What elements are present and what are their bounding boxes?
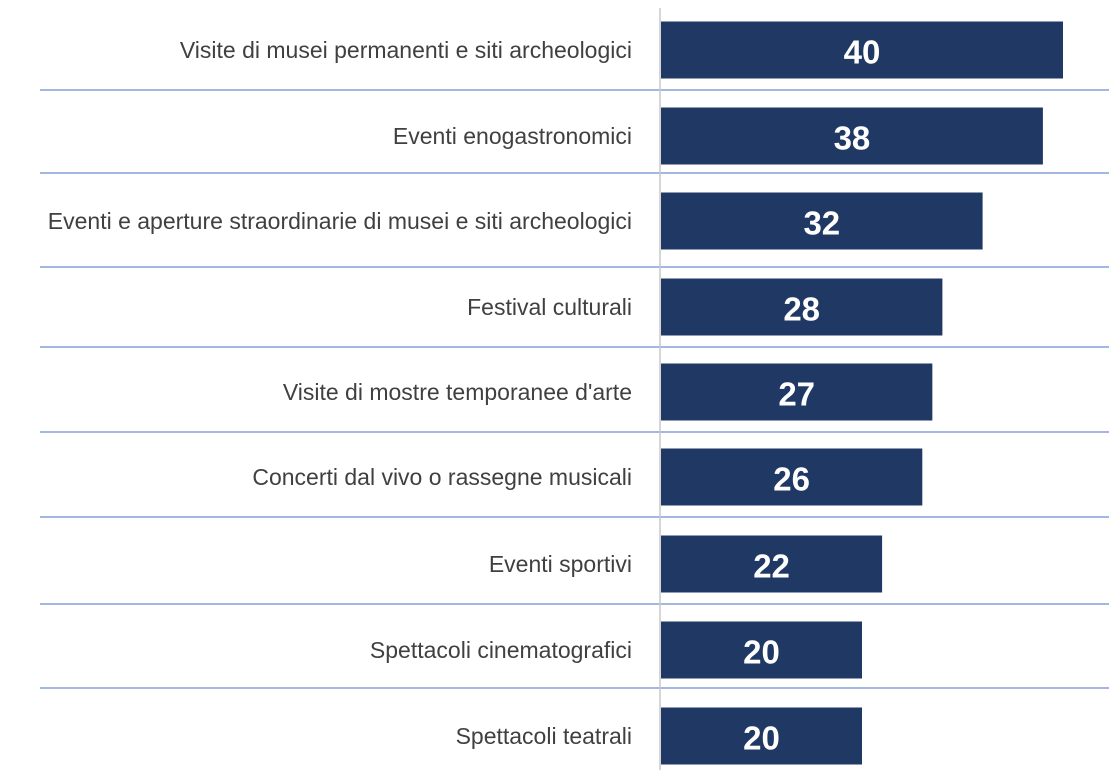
category-label: Festival culturali [467,294,632,320]
bar [661,278,943,336]
value-label: 32 [803,205,840,242]
category-label: Eventi e aperture straordinarie di musei… [47,208,632,234]
value-label: 27 [778,376,815,413]
category-label: Eventi enogastronomici [392,123,632,149]
bar [661,363,933,421]
value-label: 28 [783,291,820,328]
category-label: Visite di musei permanenti e siti archeo… [179,37,632,63]
bar [661,448,923,506]
bar [661,107,1043,165]
category-label: Concerti dal vivo o rassegne musicali [252,464,632,490]
category-label: Eventi sportivi [488,551,632,577]
bar [661,21,1063,79]
bar [661,707,862,765]
value-label: 20 [743,720,780,757]
bar [661,192,983,250]
value-label: 26 [773,461,810,498]
category-label: Spettacoli cinematografici [369,637,632,663]
category-label: Spettacoli teatrali [455,723,632,749]
value-label: 38 [834,120,871,157]
value-label: 40 [844,34,881,71]
bar [661,535,883,593]
category-label: Visite di mostre temporanee d'arte [282,379,632,405]
bar [661,621,862,679]
value-label: 20 [743,634,780,671]
value-label: 22 [753,548,790,585]
